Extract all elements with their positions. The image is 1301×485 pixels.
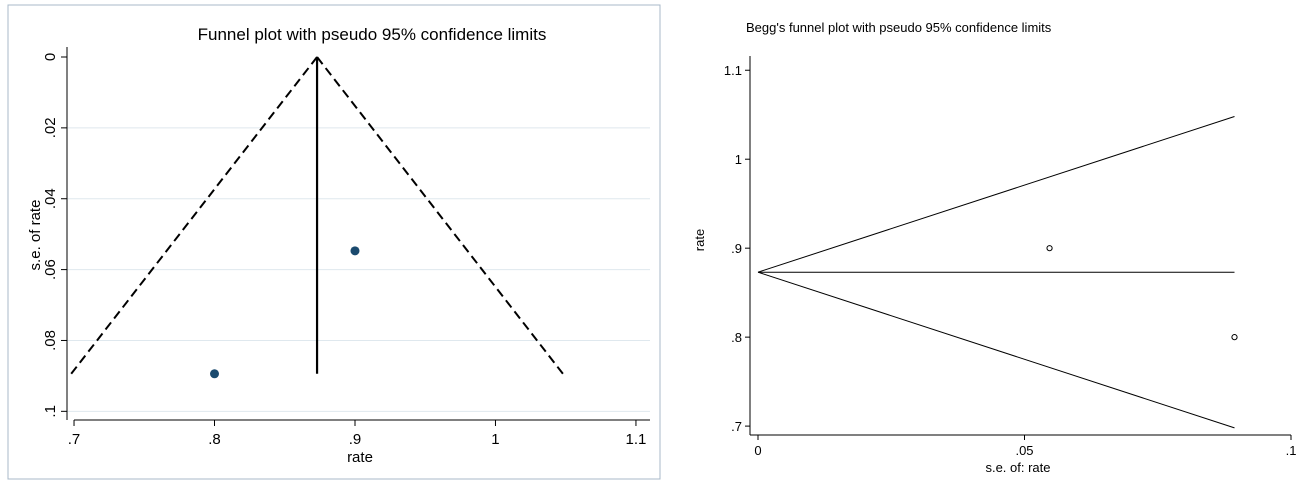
beggs-funnel-plot-chart: Begg's funnel plot with pseudo 95% confi… <box>692 20 1297 475</box>
plot-frame <box>7 4 661 480</box>
chart-title: Begg's funnel plot with pseudo 95% confi… <box>746 20 1052 35</box>
confidence-lines <box>70 56 564 375</box>
x-axis-label: rate <box>347 449 373 466</box>
data-points <box>210 246 360 379</box>
axes: 0 .02 .04 .06 .08 .1 .7 .8 .9 1 1.1 <box>42 47 650 448</box>
funnel-plot-chart: Funnel plot with pseudo 95% confidence l… <box>7 4 661 480</box>
funnel-plot-panel: Funnel plot with pseudo 95% confidence l… <box>7 4 661 480</box>
x-tick-label: .1 <box>1286 443 1297 458</box>
beggs-funnel-plot-panel: Begg's funnel plot with pseudo 95% confi… <box>668 0 1301 485</box>
x-tick-label: .8 <box>208 431 221 448</box>
y-tick-label: .06 <box>42 259 59 280</box>
y-tick-label: .02 <box>42 117 59 138</box>
y-tick-label: 1 <box>735 152 742 167</box>
gridlines <box>67 127 650 412</box>
chart-title: Funnel plot with pseudo 95% confidence l… <box>198 25 547 44</box>
data-point <box>1231 334 1238 341</box>
y-tick-label: .04 <box>42 188 59 209</box>
x-tick-label: .9 <box>349 431 362 448</box>
x-tick-label: 1 <box>491 431 499 448</box>
data-point <box>1046 245 1053 252</box>
y-tick-label: .7 <box>731 419 742 434</box>
y-tick-label: .1 <box>42 405 59 418</box>
y-axis-label: s.e. of rate <box>27 200 44 271</box>
y-tick-label: .8 <box>731 330 742 345</box>
confidence-lines <box>757 116 1235 429</box>
pseudo-ci-line <box>70 56 318 375</box>
x-axis-label: s.e. of: rate <box>985 460 1050 475</box>
y-axis-label: rate <box>692 229 707 251</box>
data-points <box>1046 245 1238 341</box>
pseudo-ci-line <box>757 271 1235 429</box>
y-tick-label: .9 <box>731 241 742 256</box>
x-tick-label: 1.1 <box>626 431 647 448</box>
y-tick-label: 0 <box>42 53 59 61</box>
x-tick-label: .05 <box>1015 443 1033 458</box>
data-point <box>350 246 360 256</box>
y-tick-label: .08 <box>42 330 59 351</box>
data-point <box>210 369 220 379</box>
x-tick-label: 0 <box>754 443 761 458</box>
y-tick-label: 1.1 <box>724 63 742 78</box>
pseudo-ci-line <box>316 56 564 375</box>
x-tick-label: .7 <box>68 431 81 448</box>
pseudo-ci-line <box>757 116 1235 273</box>
axes: .7 .8 .9 1 1.1 0 .05 .1 <box>724 56 1297 458</box>
